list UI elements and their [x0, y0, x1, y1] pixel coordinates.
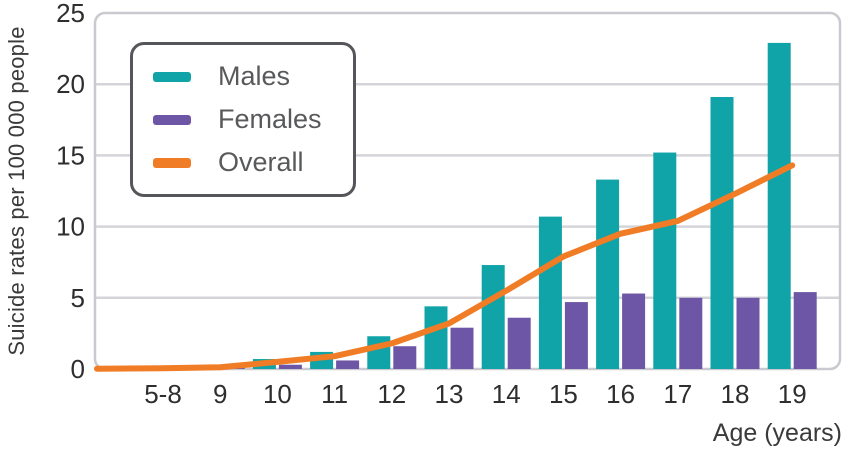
- females-swatch-icon: [153, 114, 191, 125]
- x-tick-9: 9: [213, 379, 227, 409]
- legend-item-overall: Overall: [153, 147, 353, 178]
- bar-males-17: [653, 152, 677, 369]
- legend-label-females: Females: [218, 104, 322, 134]
- legend-label-overall: Overall: [218, 147, 304, 177]
- bar-females-12: [393, 346, 417, 369]
- bar-males-12: [367, 336, 391, 369]
- bar-females-10: [278, 364, 302, 369]
- y-tick-10: 10: [56, 212, 85, 242]
- legend: Males Females Overall: [130, 42, 356, 197]
- y-tick-20: 20: [56, 69, 85, 99]
- x-tick-15: 15: [549, 379, 578, 409]
- x-tick-11: 11: [321, 379, 348, 409]
- males-swatch-icon: [153, 71, 191, 82]
- bar-males-14: [481, 265, 505, 369]
- legend-item-females: Females: [153, 104, 353, 135]
- y-tick-5: 5: [71, 283, 85, 313]
- x-tick-10: 10: [263, 379, 292, 409]
- x-tick-18: 18: [721, 379, 750, 409]
- x-tick-17: 17: [663, 379, 692, 409]
- bar-males-16: [596, 179, 620, 369]
- bar-females-15: [564, 302, 588, 369]
- bar-females-18: [736, 297, 760, 369]
- bar-females-16: [622, 293, 646, 369]
- bar-females-17: [679, 297, 703, 369]
- bar-females-13: [450, 327, 474, 369]
- bar-males-18: [710, 97, 734, 370]
- bar-males-13: [424, 306, 448, 369]
- bar-females-19: [793, 292, 817, 369]
- x-tick-13: 13: [435, 379, 464, 409]
- bar-males-15: [538, 216, 562, 369]
- bar-females-11: [336, 360, 360, 369]
- y-tick-15: 15: [56, 140, 85, 170]
- x-axis-title: Age (years): [712, 419, 842, 447]
- bar-males-19: [767, 42, 791, 370]
- legend-label-males: Males: [218, 61, 291, 91]
- x-tick-5-8: 5-8: [144, 379, 182, 409]
- overall-line: [94, 162, 796, 372]
- bar-females-14: [507, 317, 531, 369]
- x-tick-12: 12: [377, 379, 406, 409]
- x-tick-14: 14: [492, 379, 521, 409]
- y-tick-0: 0: [71, 354, 85, 384]
- y-tick-25: 25: [56, 0, 85, 28]
- x-tick-19: 19: [778, 379, 807, 409]
- x-tick-16: 16: [606, 379, 635, 409]
- overall-swatch-icon: [153, 157, 191, 168]
- legend-item-males: Males: [153, 61, 353, 92]
